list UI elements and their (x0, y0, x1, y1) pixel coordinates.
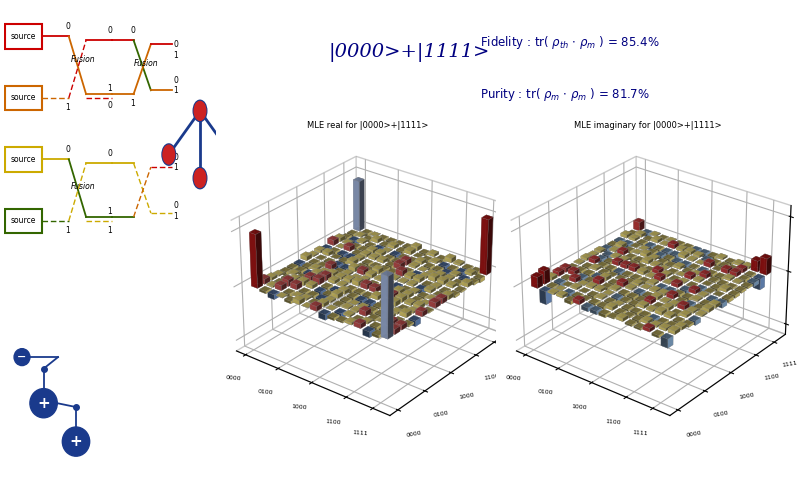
Text: source: source (10, 155, 36, 164)
Circle shape (30, 389, 58, 418)
Title: MLE real for |0000>+|1111>: MLE real for |0000>+|1111> (307, 121, 429, 131)
Text: Fusion: Fusion (134, 59, 158, 68)
Circle shape (226, 145, 237, 164)
Text: 1: 1 (174, 86, 178, 95)
Text: 1: 1 (174, 51, 178, 60)
Text: 0: 0 (174, 153, 178, 162)
Text: 0: 0 (174, 76, 178, 85)
FancyBboxPatch shape (5, 24, 42, 49)
Circle shape (194, 168, 206, 188)
Text: 0: 0 (174, 40, 178, 48)
Text: 0: 0 (130, 26, 135, 35)
Text: 0: 0 (174, 201, 178, 210)
Text: 1: 1 (174, 213, 178, 221)
Text: |0000>+|1111>: |0000>+|1111> (328, 43, 490, 62)
Text: Fidelity : tr( $\rho_{th}$ $\cdot$ $\rho_m$ ) = 85.4%: Fidelity : tr( $\rho_{th}$ $\cdot$ $\rho… (480, 34, 659, 50)
Circle shape (62, 427, 90, 456)
Text: −: − (18, 352, 26, 362)
Text: Fusion: Fusion (71, 55, 95, 64)
Text: 0: 0 (107, 149, 112, 158)
Text: 1: 1 (107, 226, 112, 235)
Text: Purity : tr( $\rho_m$ $\cdot$ $\rho_m$ ) = 81.7%: Purity : tr( $\rho_m$ $\cdot$ $\rho_m$ )… (480, 86, 650, 103)
Title: MLE imaginary for |0000>+|1111>: MLE imaginary for |0000>+|1111> (574, 121, 722, 131)
Circle shape (14, 348, 30, 366)
Text: 1: 1 (66, 226, 70, 235)
Text: 1: 1 (66, 103, 70, 112)
Text: 0: 0 (66, 23, 70, 31)
Text: 1: 1 (107, 207, 112, 216)
FancyBboxPatch shape (5, 208, 42, 233)
Text: +: + (70, 434, 82, 449)
Text: 0: 0 (66, 145, 70, 154)
Text: 0: 0 (107, 26, 112, 35)
Circle shape (163, 145, 174, 164)
Text: 0: 0 (107, 101, 112, 110)
Text: source: source (10, 32, 36, 41)
Text: source: source (10, 216, 36, 225)
Circle shape (194, 101, 206, 120)
Text: +: + (38, 396, 50, 411)
Text: 1: 1 (107, 84, 112, 93)
FancyBboxPatch shape (5, 147, 42, 172)
Text: 1: 1 (174, 163, 178, 171)
Text: Fusion: Fusion (71, 182, 95, 191)
Text: 1: 1 (130, 99, 135, 108)
Text: source: source (10, 94, 36, 102)
FancyBboxPatch shape (5, 85, 42, 110)
